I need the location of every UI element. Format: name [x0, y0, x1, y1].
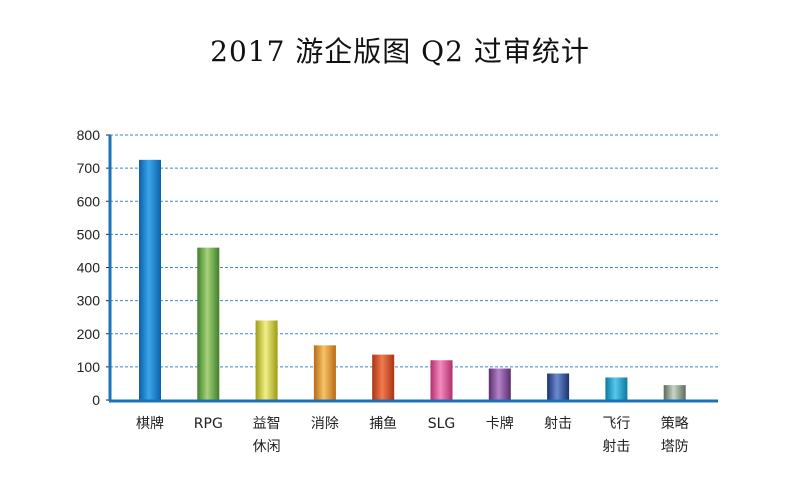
x-category-label: RPG	[194, 416, 223, 432]
bar	[547, 373, 570, 400]
bar	[430, 360, 453, 400]
bar	[313, 345, 336, 400]
x-category-label: 棋牌	[136, 415, 164, 432]
x-category-label: 射击	[544, 416, 572, 432]
x-category-label: 消除	[311, 416, 339, 432]
y-tick-label: 800	[77, 127, 101, 143]
y-tick-label: 400	[77, 260, 101, 276]
x-category-label: 卡牌	[486, 415, 514, 432]
x-category-label: 飞行	[602, 416, 630, 432]
y-tick-label: 600	[77, 193, 101, 209]
y-tick-labels: 0 100 200 300 400 500 600 700 800	[77, 127, 101, 408]
axes	[108, 135, 718, 403]
y-tick-label: 300	[77, 293, 101, 309]
bar	[605, 377, 628, 400]
bar	[255, 320, 278, 400]
bars	[139, 159, 686, 400]
x-category-label: SLG	[428, 416, 456, 432]
x-category-label: 策略	[661, 415, 689, 432]
y-tick-label: 500	[77, 226, 101, 242]
y-tick-label: 700	[77, 160, 101, 176]
x-category-label: 休闲	[253, 439, 281, 455]
bar	[663, 385, 686, 400]
bar	[139, 159, 161, 400]
bar	[197, 247, 220, 400]
bar	[372, 354, 395, 400]
y-tick-label: 0	[92, 392, 100, 408]
y-tick-label: 100	[77, 359, 101, 375]
x-category-label: 塔防	[661, 439, 689, 455]
bar	[488, 368, 511, 400]
x-category-label: 益智	[253, 416, 281, 432]
chart-title: 2017 游企版图 Q2 过审统计	[210, 35, 590, 68]
x-category-label: 捕鱼	[369, 415, 397, 432]
y-tick-label: 200	[77, 326, 101, 342]
x-category-label: 射击	[602, 439, 630, 455]
